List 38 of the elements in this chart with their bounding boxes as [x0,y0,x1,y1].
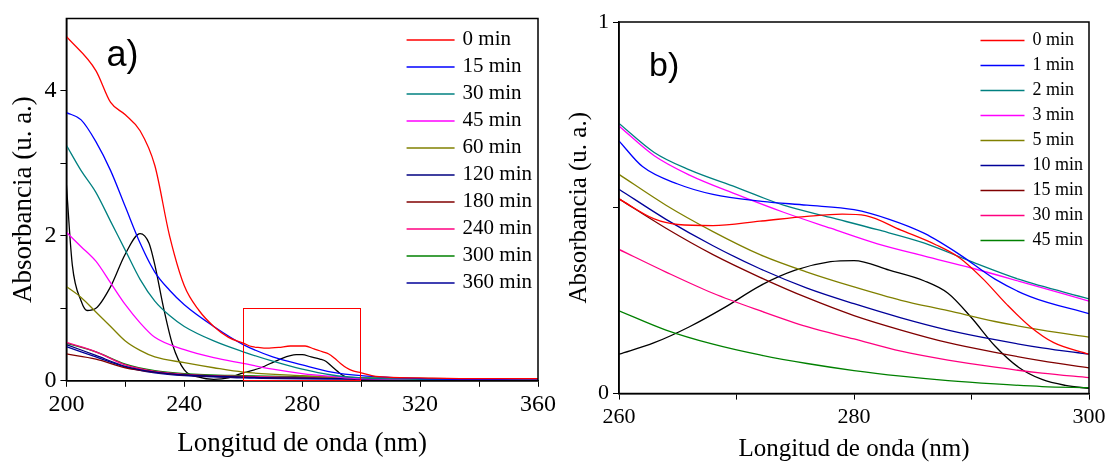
legend-label: 0 min [462,26,512,51]
y-tick-label: 0 [44,366,57,393]
legend-label: 60 min [462,134,522,159]
y-tick-label: 1 [598,7,609,33]
y-tick-label: 0 [598,379,609,405]
legend-label: 5 min [1032,129,1075,150]
y-axis-title: Absorbancia (u. a.) [7,96,38,304]
legend-label: 2 min [1032,79,1075,100]
y-tick-label: 4 [44,76,57,103]
legend-label: 15 min [1032,179,1084,200]
legend-label: 10 min [1032,154,1084,175]
y-tick-label: 2 [44,221,57,248]
x-tick-label: 260 [602,402,636,428]
legend-label: 360 min [462,269,533,294]
x-tick-label: 280 [284,390,321,417]
x-tick-label: 280 [837,402,871,428]
legend-label: 0 min [1032,29,1075,50]
x-tick-label: 240 [166,390,203,417]
x-axis-title: Longitud de onda (nm) [177,426,428,457]
legend-label: 45 min [462,107,522,132]
legend-label: 180 min [462,188,533,213]
x-tick-label: 200 [48,390,85,417]
legend-label: 120 min [462,161,533,186]
legend-label: 300 min [462,242,533,267]
legend-label: 45 min [1032,229,1084,250]
legend-label: 30 min [462,80,522,105]
x-tick-label: 320 [402,390,439,417]
legend-label: 3 min [1032,104,1075,125]
legend-label: 240 min [462,215,533,240]
x-axis-title: Longitud de onda (nm) [738,433,970,462]
x-tick-label: 360 [520,390,556,417]
annotation: b) [649,45,680,84]
y-axis-title: Absorbancia (u. a.) [563,112,592,304]
legend-label: 1 min [1032,54,1075,75]
annotation: a) [106,33,139,75]
legend-label: 30 min [1032,204,1084,225]
legend-label: 15 min [462,53,522,78]
x-tick-label: 300 [1072,402,1106,428]
